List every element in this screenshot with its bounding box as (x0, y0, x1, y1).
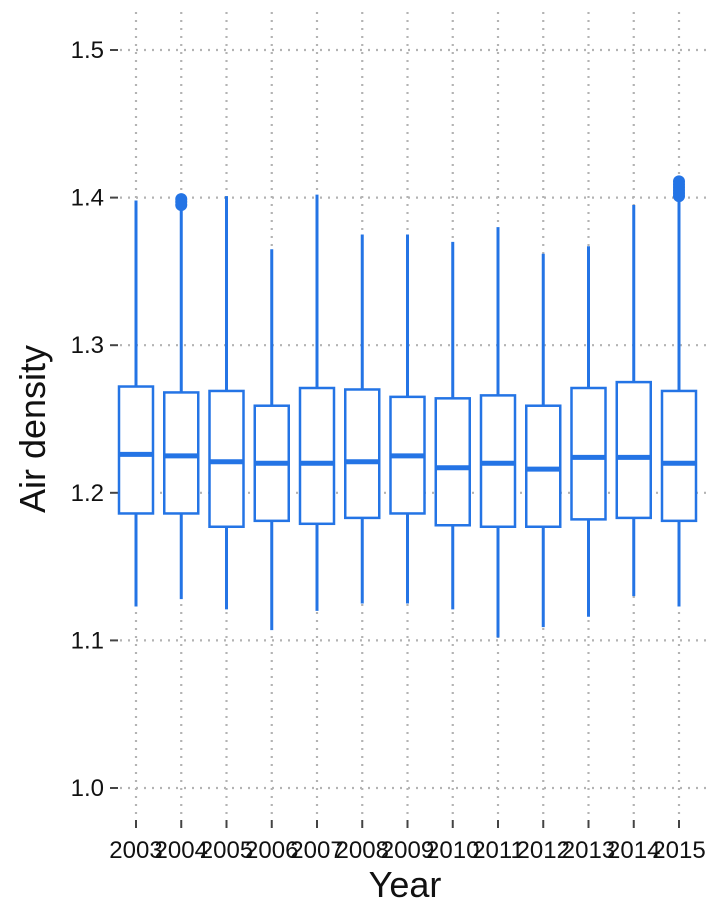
box-iqr (208, 389, 245, 528)
box-iqr (660, 389, 698, 523)
y-tick-label: 1.3 (71, 332, 104, 359)
box-iqr (163, 391, 200, 515)
x-tick-label: 2008 (336, 837, 389, 864)
box-2004 (163, 193, 200, 600)
y-tick-label: 1.0 (71, 775, 104, 802)
x-tick-label: 2006 (245, 837, 298, 864)
box-2011 (479, 227, 517, 638)
outlier-point (673, 175, 685, 188)
box-2015 (660, 175, 698, 607)
outlier-point (175, 193, 188, 206)
box-iqr (570, 386, 607, 521)
x-axis: 2003200420052006200720082009201020112012… (109, 820, 706, 864)
y-tick-label: 1.2 (71, 480, 104, 507)
x-tick-label: 2012 (517, 837, 570, 864)
y-axis-title: Air density (12, 345, 53, 513)
y-tick-label: 1.4 (71, 185, 104, 212)
box-2003 (117, 200, 155, 607)
box-2008 (344, 234, 381, 604)
y-tick-label: 1.1 (71, 627, 104, 654)
x-tick-label: 2013 (562, 837, 615, 864)
y-axis: 1.0 1.1 1.2 1.3 1.4 1.5 (71, 37, 118, 802)
box-2007 (298, 194, 336, 611)
box-iqr (525, 404, 562, 528)
box-2013 (570, 246, 607, 617)
box-iqr (298, 386, 336, 526)
box-iqr (117, 385, 155, 515)
x-tick-label: 2015 (652, 837, 705, 864)
box-iqr (434, 397, 471, 527)
box-iqr (615, 380, 652, 520)
box-iqr (344, 388, 381, 520)
box-2014 (615, 204, 652, 597)
x-tick-label: 2011 (472, 837, 524, 864)
x-tick-label: 2009 (381, 837, 434, 864)
box-2006 (253, 249, 290, 631)
box-2005 (208, 196, 245, 610)
x-tick-label: 2004 (155, 837, 208, 864)
box-2012 (525, 253, 562, 628)
x-axis-title: Year (369, 864, 442, 905)
y-tick-label: 1.5 (71, 37, 104, 64)
boxes-layer (117, 175, 698, 638)
box-2010 (434, 241, 471, 610)
x-tick-label: 2007 (290, 837, 343, 864)
box-2009 (389, 234, 426, 604)
x-tick-label: 2010 (426, 837, 479, 864)
x-tick-label: 2014 (607, 837, 660, 864)
x-tick-label: 2005 (200, 837, 253, 864)
x-tick-label: 2003 (109, 837, 162, 864)
